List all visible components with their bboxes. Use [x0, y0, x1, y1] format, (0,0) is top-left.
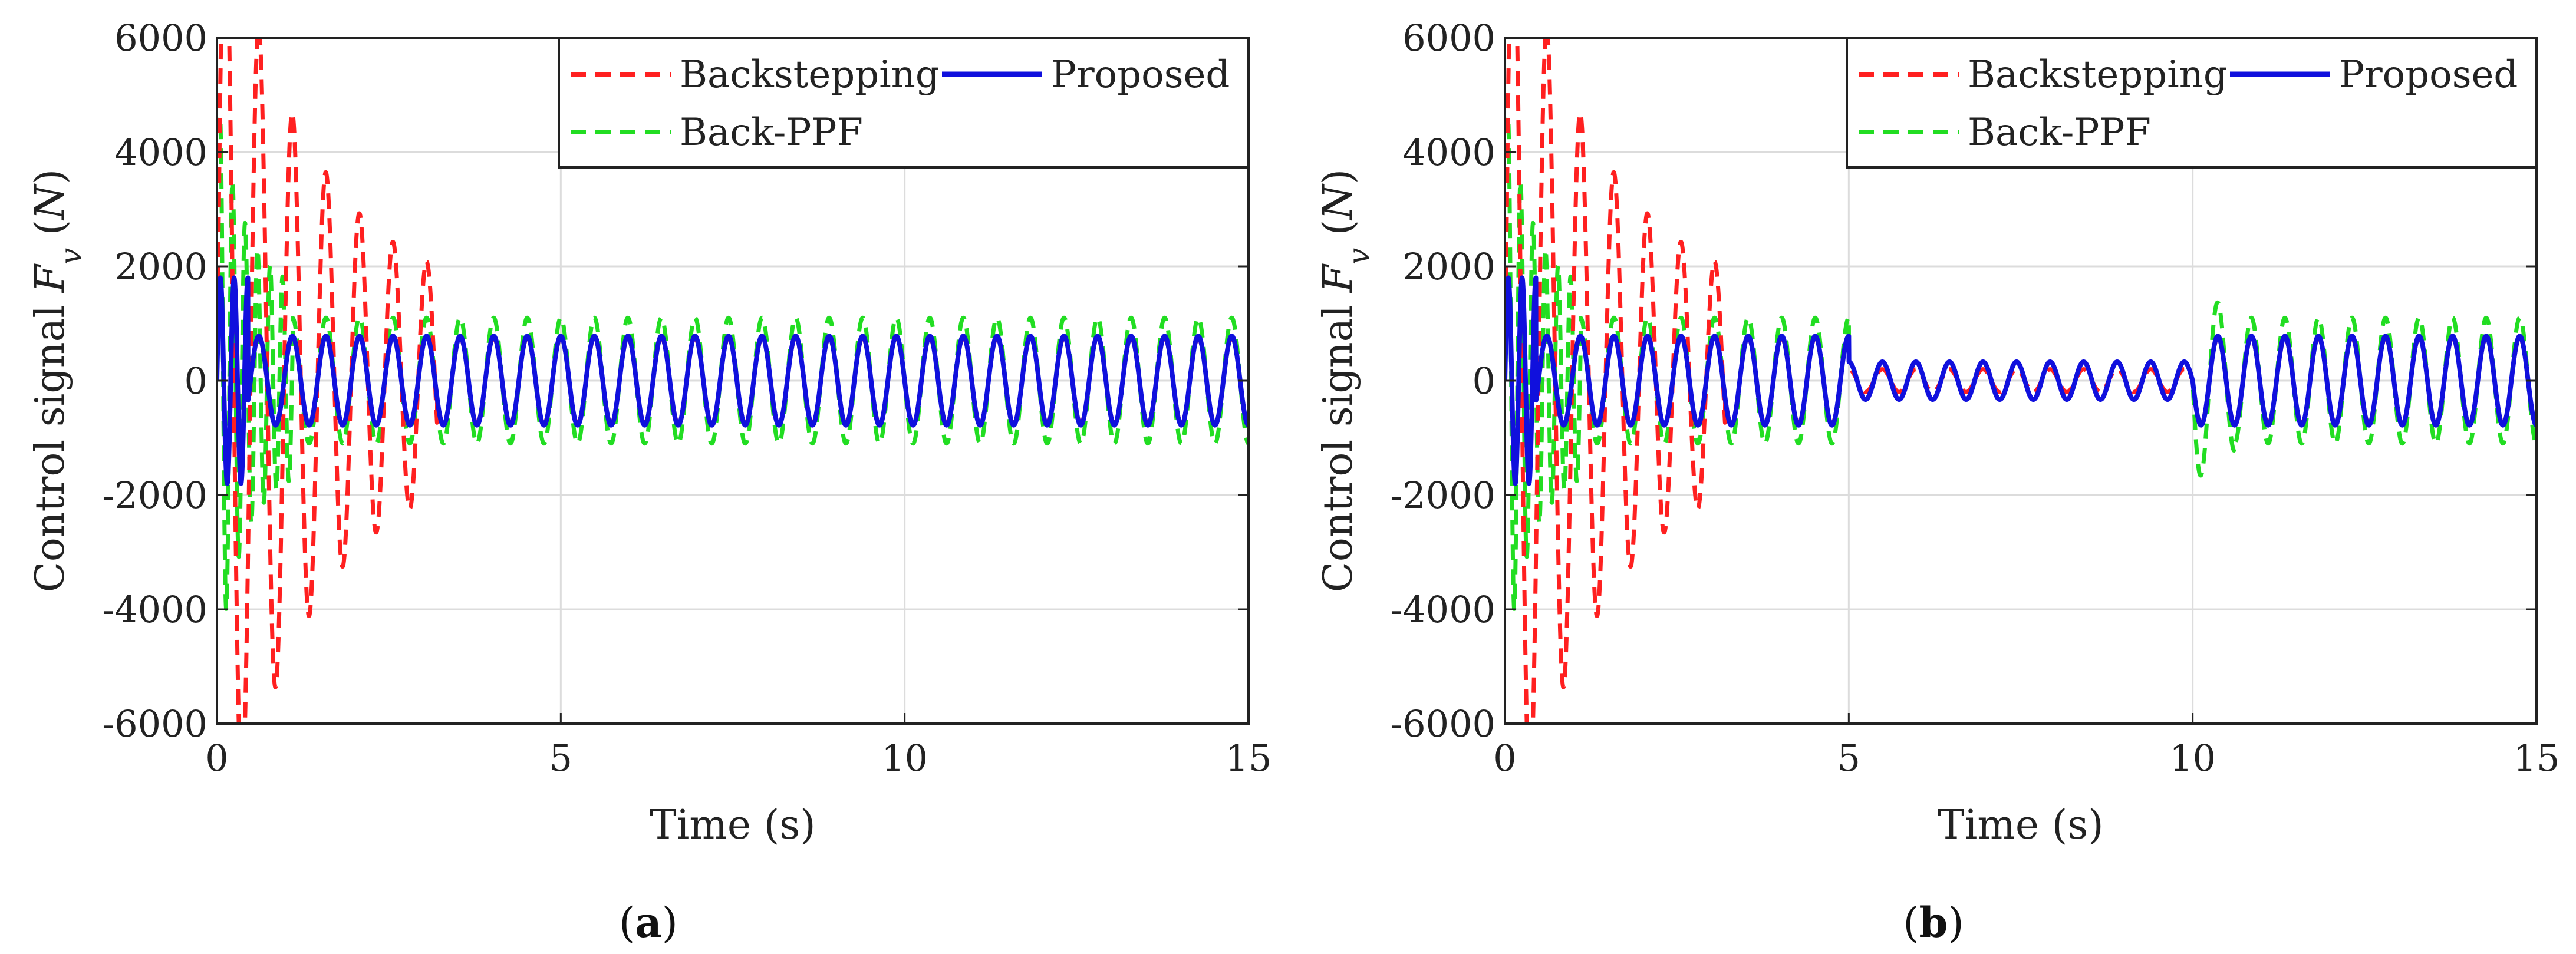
- legend: Backstepping Proposed Back-PPF: [1846, 37, 2538, 169]
- y-tick-label: 6000: [114, 16, 207, 60]
- y-tick-label: 0: [1473, 359, 1495, 402]
- legend-box: [1846, 37, 2538, 169]
- legend-label: Back-PPF: [680, 111, 863, 154]
- y-tick-label: -2000: [1390, 474, 1495, 517]
- y-tick-label: 4000: [114, 131, 207, 174]
- x-tick-label: 0: [205, 737, 228, 780]
- series-group: [1505, 38, 2537, 724]
- y-tick-label: 2000: [1402, 245, 1495, 288]
- y-axis-label: Control signal Fv (N): [27, 169, 88, 592]
- y-tick-label: 4000: [1402, 131, 1495, 174]
- x-tick-label: 5: [1837, 737, 1860, 780]
- legend-label: Back-PPF: [1968, 111, 2151, 154]
- legend-label: Backstepping: [680, 53, 940, 97]
- chart-panel-a: 0 5 10 15 -6000 -4000 -2000 0 2000 4000 6000 Time (…: [27, 16, 1272, 947]
- legend-label: Proposed: [1051, 53, 1230, 97]
- series-line-proposed: [217, 275, 1249, 486]
- y-tick-label: -4000: [102, 588, 207, 631]
- series-group: [217, 38, 1249, 724]
- x-axis-label: Time (s): [1938, 802, 2103, 849]
- y-tick-label: -6000: [1390, 702, 1495, 745]
- panel-caption: (a): [619, 898, 678, 947]
- x-tick-label: 15: [1226, 737, 1272, 780]
- panel-caption: (b): [1903, 898, 1964, 947]
- legend-box: [558, 37, 1250, 169]
- x-tick-label: 0: [1493, 737, 1516, 780]
- x-tick-label: 10: [2169, 737, 2216, 780]
- x-tick-label: 5: [549, 737, 572, 780]
- legend-label: Proposed: [2339, 53, 2518, 97]
- series-line-proposed: [1505, 275, 2537, 486]
- chart-panel-b: 0 5 10 15 -6000 -4000 -2000 0 2000 4000 6000 Time (…: [1315, 16, 2560, 947]
- x-tick-label: 10: [881, 737, 928, 780]
- series-line-back-ppf: [217, 114, 1249, 611]
- x-tick-label: 15: [2514, 737, 2560, 780]
- y-tick-label: -4000: [1390, 588, 1495, 631]
- y-tick-label: 6000: [1402, 16, 1495, 60]
- series-line-back-ppf: [1505, 114, 2537, 611]
- legend-label: Backstepping: [1968, 53, 2228, 97]
- y-tick-label: -6000: [102, 702, 207, 745]
- y-tick-label: -2000: [102, 474, 207, 517]
- y-tick-label: 2000: [114, 245, 207, 288]
- legend: Backstepping Proposed Back-PPF: [558, 37, 1250, 169]
- y-tick-label: 0: [185, 359, 207, 402]
- y-axis-label: Control signal Fv (N): [1315, 169, 1376, 592]
- series-line-backstepping: [217, 38, 1249, 724]
- x-axis-label: Time (s): [650, 802, 815, 849]
